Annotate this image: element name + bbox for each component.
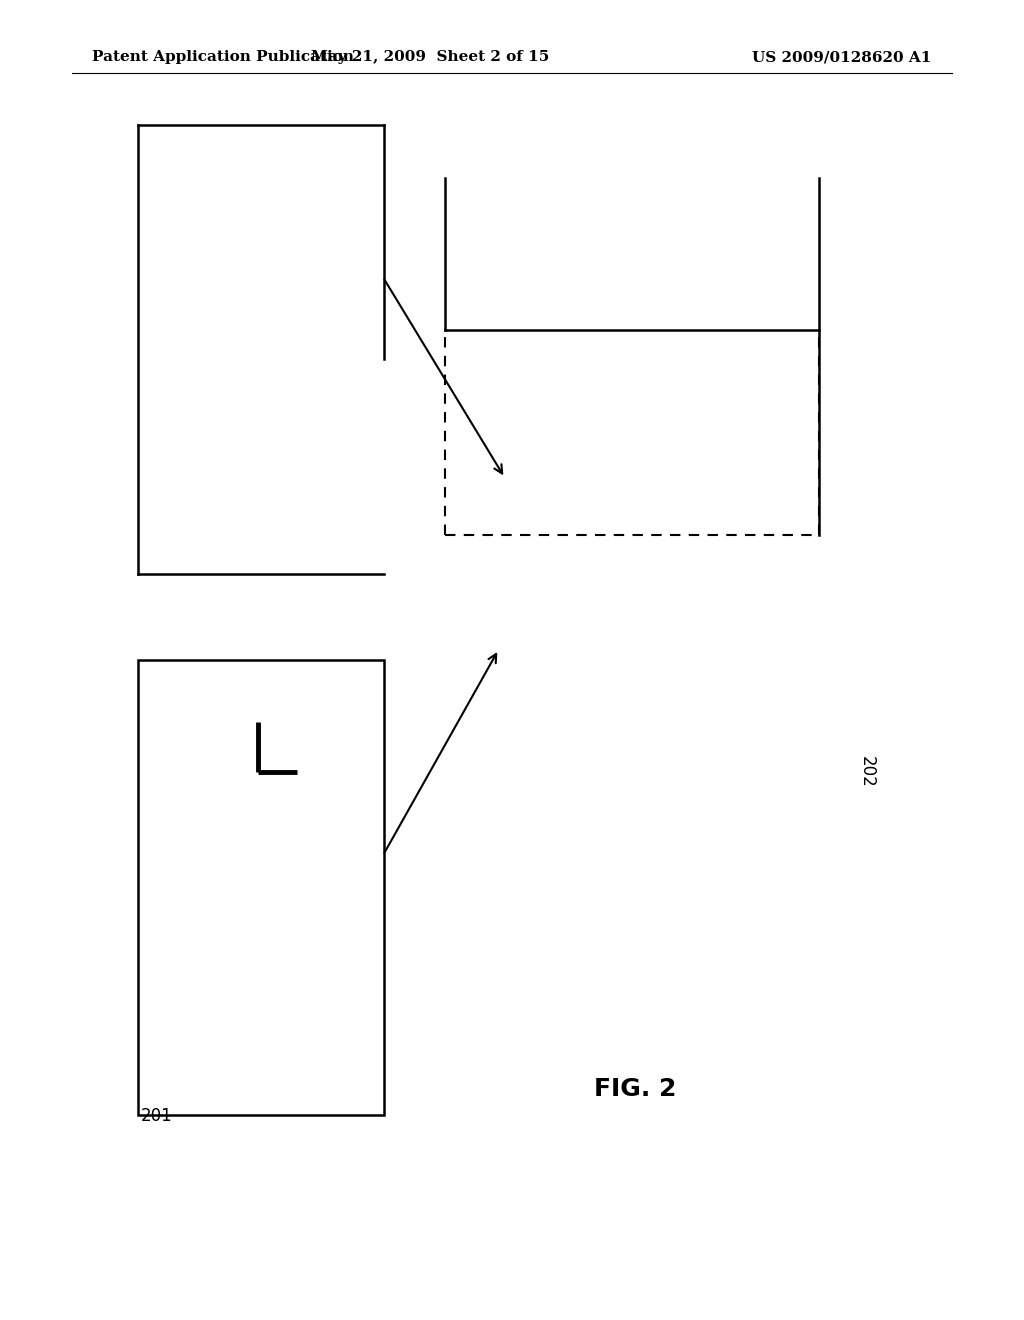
Text: FIG. 2: FIG. 2: [594, 1077, 676, 1101]
Bar: [138, 660, 384, 1115]
Text: US 2009/0128620 A1: US 2009/0128620 A1: [753, 50, 932, 65]
Text: 202: 202: [858, 756, 877, 788]
Text: 201: 201: [140, 1106, 172, 1125]
Text: Patent Application Publication: Patent Application Publication: [92, 50, 354, 65]
Text: May 21, 2009  Sheet 2 of 15: May 21, 2009 Sheet 2 of 15: [311, 50, 549, 65]
